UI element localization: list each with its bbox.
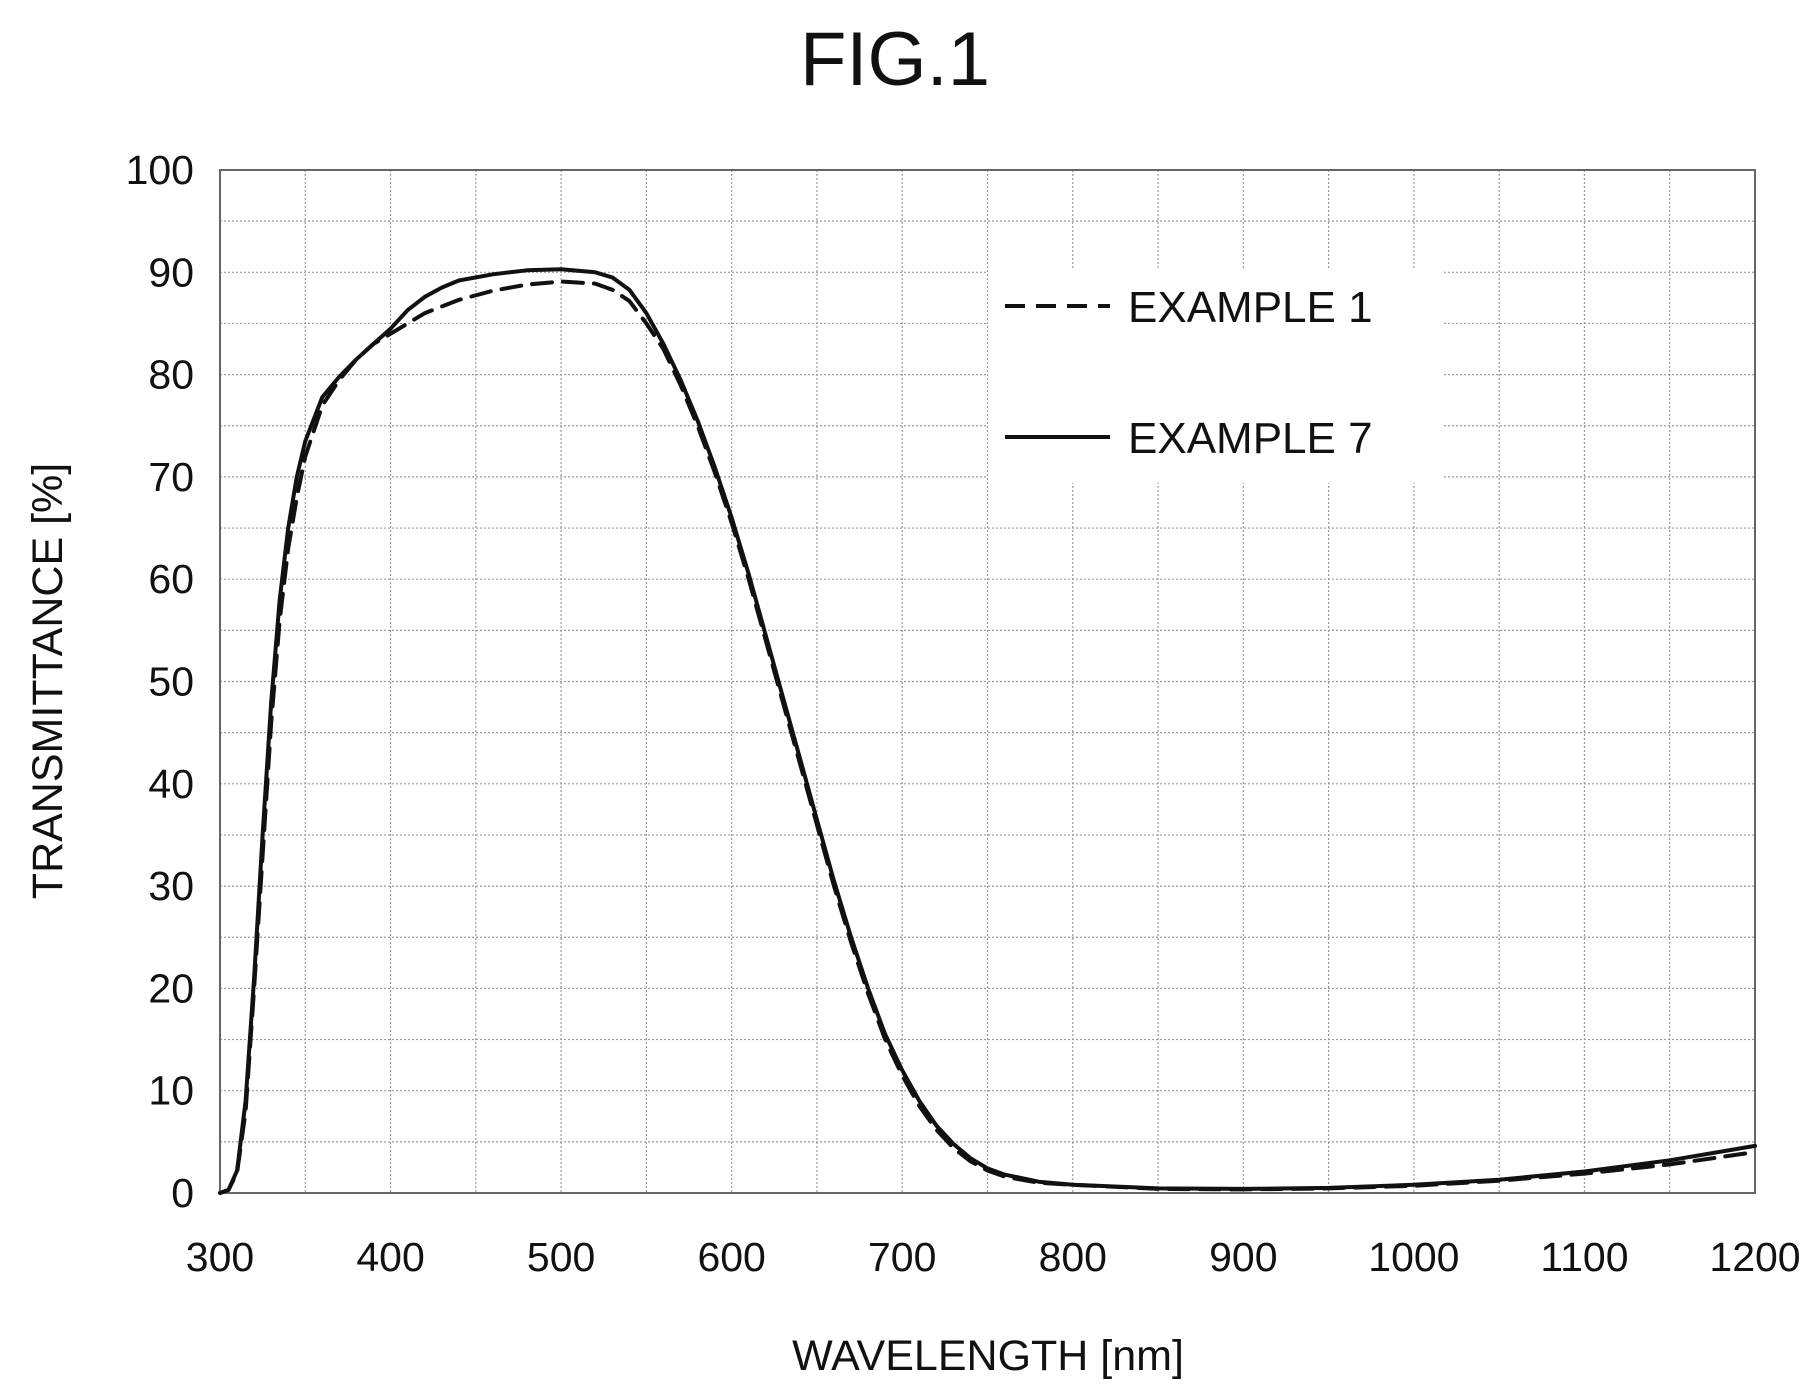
y-tick-label: 90: [148, 249, 194, 295]
y-tick-label: 80: [148, 352, 194, 398]
x-tick-label: 600: [697, 1234, 765, 1280]
legend-label-example-7: EXAMPLE 7: [1128, 414, 1373, 463]
y-tick-label: 70: [148, 454, 194, 500]
series-layer: [218, 267, 1757, 1195]
x-tick-label: 500: [527, 1234, 595, 1280]
x-tick-label: 300: [186, 1234, 254, 1280]
x-tick-label: 700: [868, 1234, 936, 1280]
x-tick-label: 800: [1039, 1234, 1107, 1280]
grid: [220, 170, 1755, 1193]
legend: EXAMPLE 1 EXAMPLE 7: [988, 268, 1443, 483]
figure-title: FIG.1: [800, 17, 990, 102]
y-tick-label: 0: [171, 1170, 194, 1216]
x-tick-label: 400: [356, 1234, 424, 1280]
x-axis-label: WAVELENGTH [nm]: [792, 1332, 1184, 1380]
x-tick-label: 1100: [1540, 1234, 1628, 1280]
y-tick-label: 20: [148, 965, 194, 1011]
series-line-example-7: [218, 267, 1757, 1195]
y-tick-label: 30: [148, 863, 194, 909]
y-tick-label: 100: [126, 147, 194, 193]
y-tick-labels: 0 10 20 30 40 50 60 70 80 90 100: [126, 147, 194, 1216]
y-tick-label: 40: [148, 761, 194, 807]
y-tick-label: 60: [148, 556, 194, 602]
plot-frame: [219, 169, 1756, 1194]
x-tick-label: 1000: [1368, 1234, 1459, 1280]
legend-label-example-1: EXAMPLE 1: [1128, 283, 1373, 332]
y-tick-label: 10: [148, 1068, 194, 1114]
y-tick-label: 50: [148, 659, 194, 705]
legend-background: [988, 268, 1443, 483]
x-tick-label: 1200: [1709, 1234, 1800, 1280]
x-tick-labels: 300 400 500 600 700 800 900 1000 1100 1200: [186, 1234, 1801, 1280]
y-axis-label: TRANSMITTANCE [%]: [24, 463, 72, 899]
x-tick-label: 900: [1209, 1234, 1277, 1280]
